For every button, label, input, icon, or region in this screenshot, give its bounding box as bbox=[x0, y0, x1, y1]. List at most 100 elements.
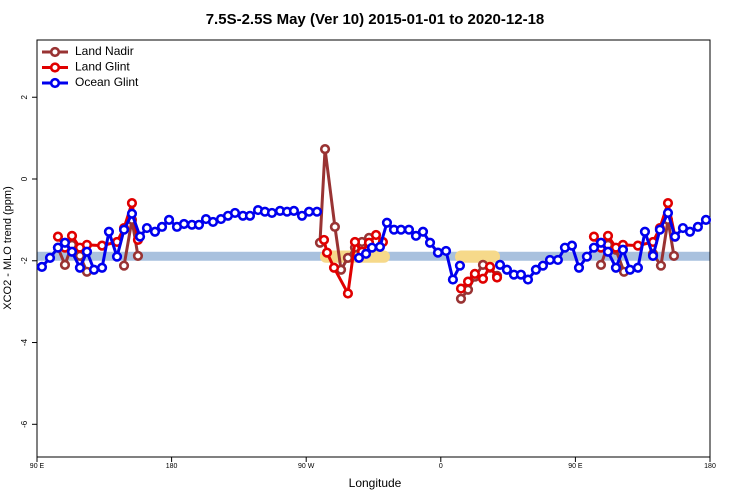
data-point bbox=[66, 230, 78, 241]
data-point bbox=[111, 251, 123, 262]
data-point bbox=[477, 273, 489, 284]
data-point bbox=[342, 288, 354, 299]
y-tick-label: -4 bbox=[20, 338, 29, 346]
data-point bbox=[141, 222, 153, 234]
data-point bbox=[447, 274, 459, 285]
data-point bbox=[207, 216, 219, 228]
data-point bbox=[349, 236, 361, 248]
data-point bbox=[494, 259, 506, 270]
data-point bbox=[370, 229, 382, 241]
legend-label: Ocean Glint bbox=[75, 75, 139, 89]
data-point bbox=[515, 269, 527, 280]
data-point bbox=[360, 248, 372, 259]
data-point bbox=[432, 247, 444, 258]
data-point bbox=[156, 221, 168, 232]
data-point bbox=[59, 237, 71, 248]
series-line bbox=[56, 201, 677, 295]
data-point bbox=[662, 207, 674, 219]
data-point bbox=[552, 254, 564, 266]
data-point bbox=[700, 214, 712, 225]
data-point bbox=[610, 262, 622, 273]
data-point bbox=[311, 206, 323, 217]
plot-frame bbox=[36, 39, 711, 458]
data-point bbox=[296, 210, 308, 221]
data-point bbox=[134, 231, 146, 242]
data-point bbox=[118, 224, 130, 235]
data-point bbox=[669, 231, 681, 242]
data-point bbox=[455, 283, 467, 294]
x-tick-label: 90 E bbox=[568, 463, 583, 470]
data-point bbox=[303, 206, 315, 217]
data-point bbox=[462, 276, 474, 287]
x-axis-label: Longitude bbox=[349, 476, 402, 490]
data-point bbox=[484, 261, 496, 272]
data-point bbox=[581, 251, 593, 262]
series-line bbox=[56, 147, 676, 300]
x-tick-label: 90 E bbox=[30, 463, 45, 470]
data-point bbox=[566, 240, 578, 251]
data-point bbox=[668, 250, 680, 261]
x-tick-label: 90 W bbox=[298, 463, 315, 470]
data-point bbox=[318, 234, 330, 246]
y-tick-label: 0 bbox=[20, 176, 29, 181]
data-point bbox=[395, 224, 407, 235]
chart-title: 7.5S-2.5S May (Ver 10) 2015-01-01 to 202… bbox=[206, 11, 545, 28]
data-point bbox=[647, 250, 659, 261]
data-point bbox=[353, 252, 365, 264]
data-point bbox=[417, 226, 429, 237]
data-point bbox=[530, 264, 542, 275]
data-point bbox=[595, 259, 607, 270]
data-point bbox=[103, 226, 115, 237]
data-point bbox=[52, 231, 64, 242]
x-tick-label: 180 bbox=[166, 463, 178, 470]
data-point bbox=[96, 262, 108, 273]
data-point bbox=[319, 144, 331, 155]
x-tick-label: 0 bbox=[439, 463, 443, 470]
data-point bbox=[44, 252, 56, 264]
data-point bbox=[126, 208, 138, 219]
data-point bbox=[602, 246, 614, 257]
data-point bbox=[440, 245, 452, 257]
data-point bbox=[424, 237, 436, 248]
data-point bbox=[662, 198, 674, 209]
data-point bbox=[178, 218, 190, 230]
data-point bbox=[588, 242, 600, 253]
data-point bbox=[602, 230, 614, 241]
data-point bbox=[403, 224, 415, 235]
data-point bbox=[573, 262, 585, 273]
x-tick-label: 180 bbox=[704, 463, 716, 470]
data-point bbox=[588, 231, 600, 242]
data-point bbox=[491, 272, 503, 283]
data-point bbox=[342, 252, 354, 264]
data-point bbox=[410, 230, 422, 241]
data-point bbox=[36, 261, 48, 272]
data-point bbox=[366, 242, 378, 253]
data-point bbox=[455, 293, 467, 304]
data-point bbox=[288, 205, 300, 216]
legend-marker bbox=[49, 46, 61, 58]
data-point bbox=[59, 259, 71, 270]
data-point bbox=[537, 260, 549, 271]
data-point bbox=[692, 221, 703, 232]
data-point bbox=[163, 214, 175, 225]
data-point bbox=[522, 274, 534, 285]
legend-marker bbox=[49, 62, 61, 73]
data-point bbox=[632, 262, 644, 273]
data-point bbox=[229, 207, 241, 219]
data-point bbox=[624, 264, 636, 275]
data-point bbox=[126, 198, 138, 209]
legend-label: Land Glint bbox=[75, 60, 130, 74]
y-tick-label: 2 bbox=[20, 94, 29, 99]
data-point bbox=[244, 210, 256, 221]
data-point bbox=[684, 226, 696, 237]
data-point bbox=[374, 241, 386, 252]
y-tick-label: -6 bbox=[20, 420, 29, 428]
legend-label: Land Nadir bbox=[75, 44, 134, 58]
data-point bbox=[381, 217, 393, 228]
data-point bbox=[654, 224, 665, 235]
y-axis-label: XCO2 - MLO trend (ppm) bbox=[2, 186, 14, 309]
data-point bbox=[52, 242, 64, 253]
data-point bbox=[469, 268, 480, 279]
data-point bbox=[321, 247, 333, 258]
